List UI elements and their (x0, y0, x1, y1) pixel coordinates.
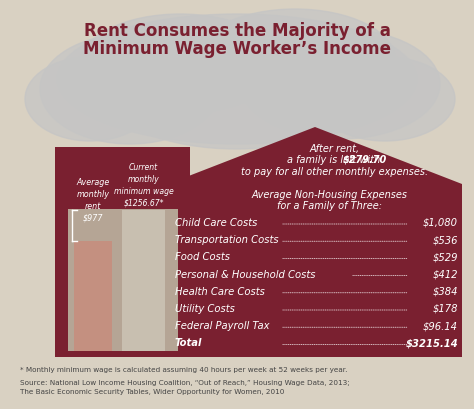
FancyBboxPatch shape (122, 211, 165, 351)
Text: a family is left with: a family is left with (287, 155, 383, 164)
Text: Average
monthly
rent
$977: Average monthly rent $977 (76, 178, 109, 222)
Text: $178: $178 (432, 303, 458, 313)
FancyBboxPatch shape (55, 148, 190, 357)
Text: $412: $412 (432, 269, 458, 279)
Text: $529: $529 (432, 252, 458, 262)
Text: * Monthly minimum wage is calculated assuming 40 hours per week at 52 weeks per : * Monthly minimum wage is calculated ass… (20, 366, 347, 372)
Text: Rent Consumes the Majority of a: Rent Consumes the Majority of a (83, 22, 391, 40)
Text: Total: Total (175, 337, 202, 348)
Text: Transportation Costs: Transportation Costs (175, 235, 279, 245)
Text: After rent,: After rent, (310, 144, 360, 154)
Ellipse shape (25, 58, 155, 142)
Ellipse shape (57, 15, 417, 145)
Polygon shape (168, 128, 462, 184)
Ellipse shape (240, 30, 440, 139)
Text: Minimum Wage Worker’s Income: Minimum Wage Worker’s Income (83, 40, 391, 58)
Text: Health Care Costs: Health Care Costs (175, 286, 265, 296)
Text: $96.14: $96.14 (423, 320, 458, 330)
Text: $536: $536 (432, 235, 458, 245)
Text: Current
monthly
minimum wage
$1256.67*: Current monthly minimum wage $1256.67* (114, 163, 173, 207)
Ellipse shape (195, 10, 395, 110)
Text: $384: $384 (432, 286, 458, 296)
Ellipse shape (40, 35, 220, 145)
Text: Federal Payroll Tax: Federal Payroll Tax (175, 320, 270, 330)
FancyBboxPatch shape (168, 184, 462, 357)
Text: Food Costs: Food Costs (175, 252, 230, 262)
Text: Child Care Costs: Child Care Costs (175, 218, 257, 227)
Text: for a Family of Three:: for a Family of Three: (277, 200, 383, 211)
Text: $3215.14: $3215.14 (405, 337, 458, 348)
Text: The Basic Economic Security Tables, Wider Opportunity for Women, 2010: The Basic Economic Security Tables, Wide… (20, 388, 284, 394)
Text: Utility Costs: Utility Costs (175, 303, 235, 313)
Text: $1,080: $1,080 (423, 218, 458, 227)
Text: Average Non-Housing Expenses: Average Non-Housing Expenses (252, 189, 408, 200)
Text: Personal & Household Costs: Personal & Household Costs (175, 269, 316, 279)
Ellipse shape (315, 58, 455, 142)
Text: Source: National Low Income Housing Coalition, “Out of Reach,” Housing Wage Data: Source: National Low Income Housing Coal… (20, 379, 350, 385)
FancyBboxPatch shape (74, 241, 112, 351)
Ellipse shape (80, 15, 280, 115)
Text: to pay for all other monthly expenses.: to pay for all other monthly expenses. (241, 166, 428, 177)
Text: $279.70: $279.70 (343, 155, 387, 164)
Ellipse shape (107, 40, 367, 150)
FancyBboxPatch shape (68, 209, 178, 351)
